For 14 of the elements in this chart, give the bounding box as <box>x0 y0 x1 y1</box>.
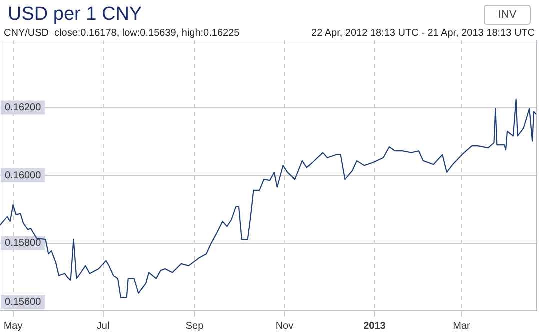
x-tick-label: Sep <box>186 320 204 332</box>
y-tick-label: 0.15600 <box>5 296 42 308</box>
x-tick-label: Nov <box>276 320 294 332</box>
chart-subtitle: CNY/USD close:0.16178, low:0.15639, high:0.16225 <box>4 28 240 39</box>
text: INV <box>484 5 531 25</box>
y-tick-label: 0.16000 <box>5 170 42 182</box>
x-tick-label: Mar <box>453 320 472 332</box>
x-tick-label: Jul <box>96 320 110 332</box>
x-tick-label: 2013 <box>364 320 386 332</box>
text: 22 Apr, 2012 18:13 UTC - 21 Apr, 2013 18:13 UTC <box>312 28 535 39</box>
chart-title: USD per 1 CNY <box>8 4 142 26</box>
x-tick-label: May <box>4 320 23 332</box>
y-tick-label: 0.15800 <box>5 238 42 249</box>
y-tick-label: 0.16200 <box>5 102 42 114</box>
